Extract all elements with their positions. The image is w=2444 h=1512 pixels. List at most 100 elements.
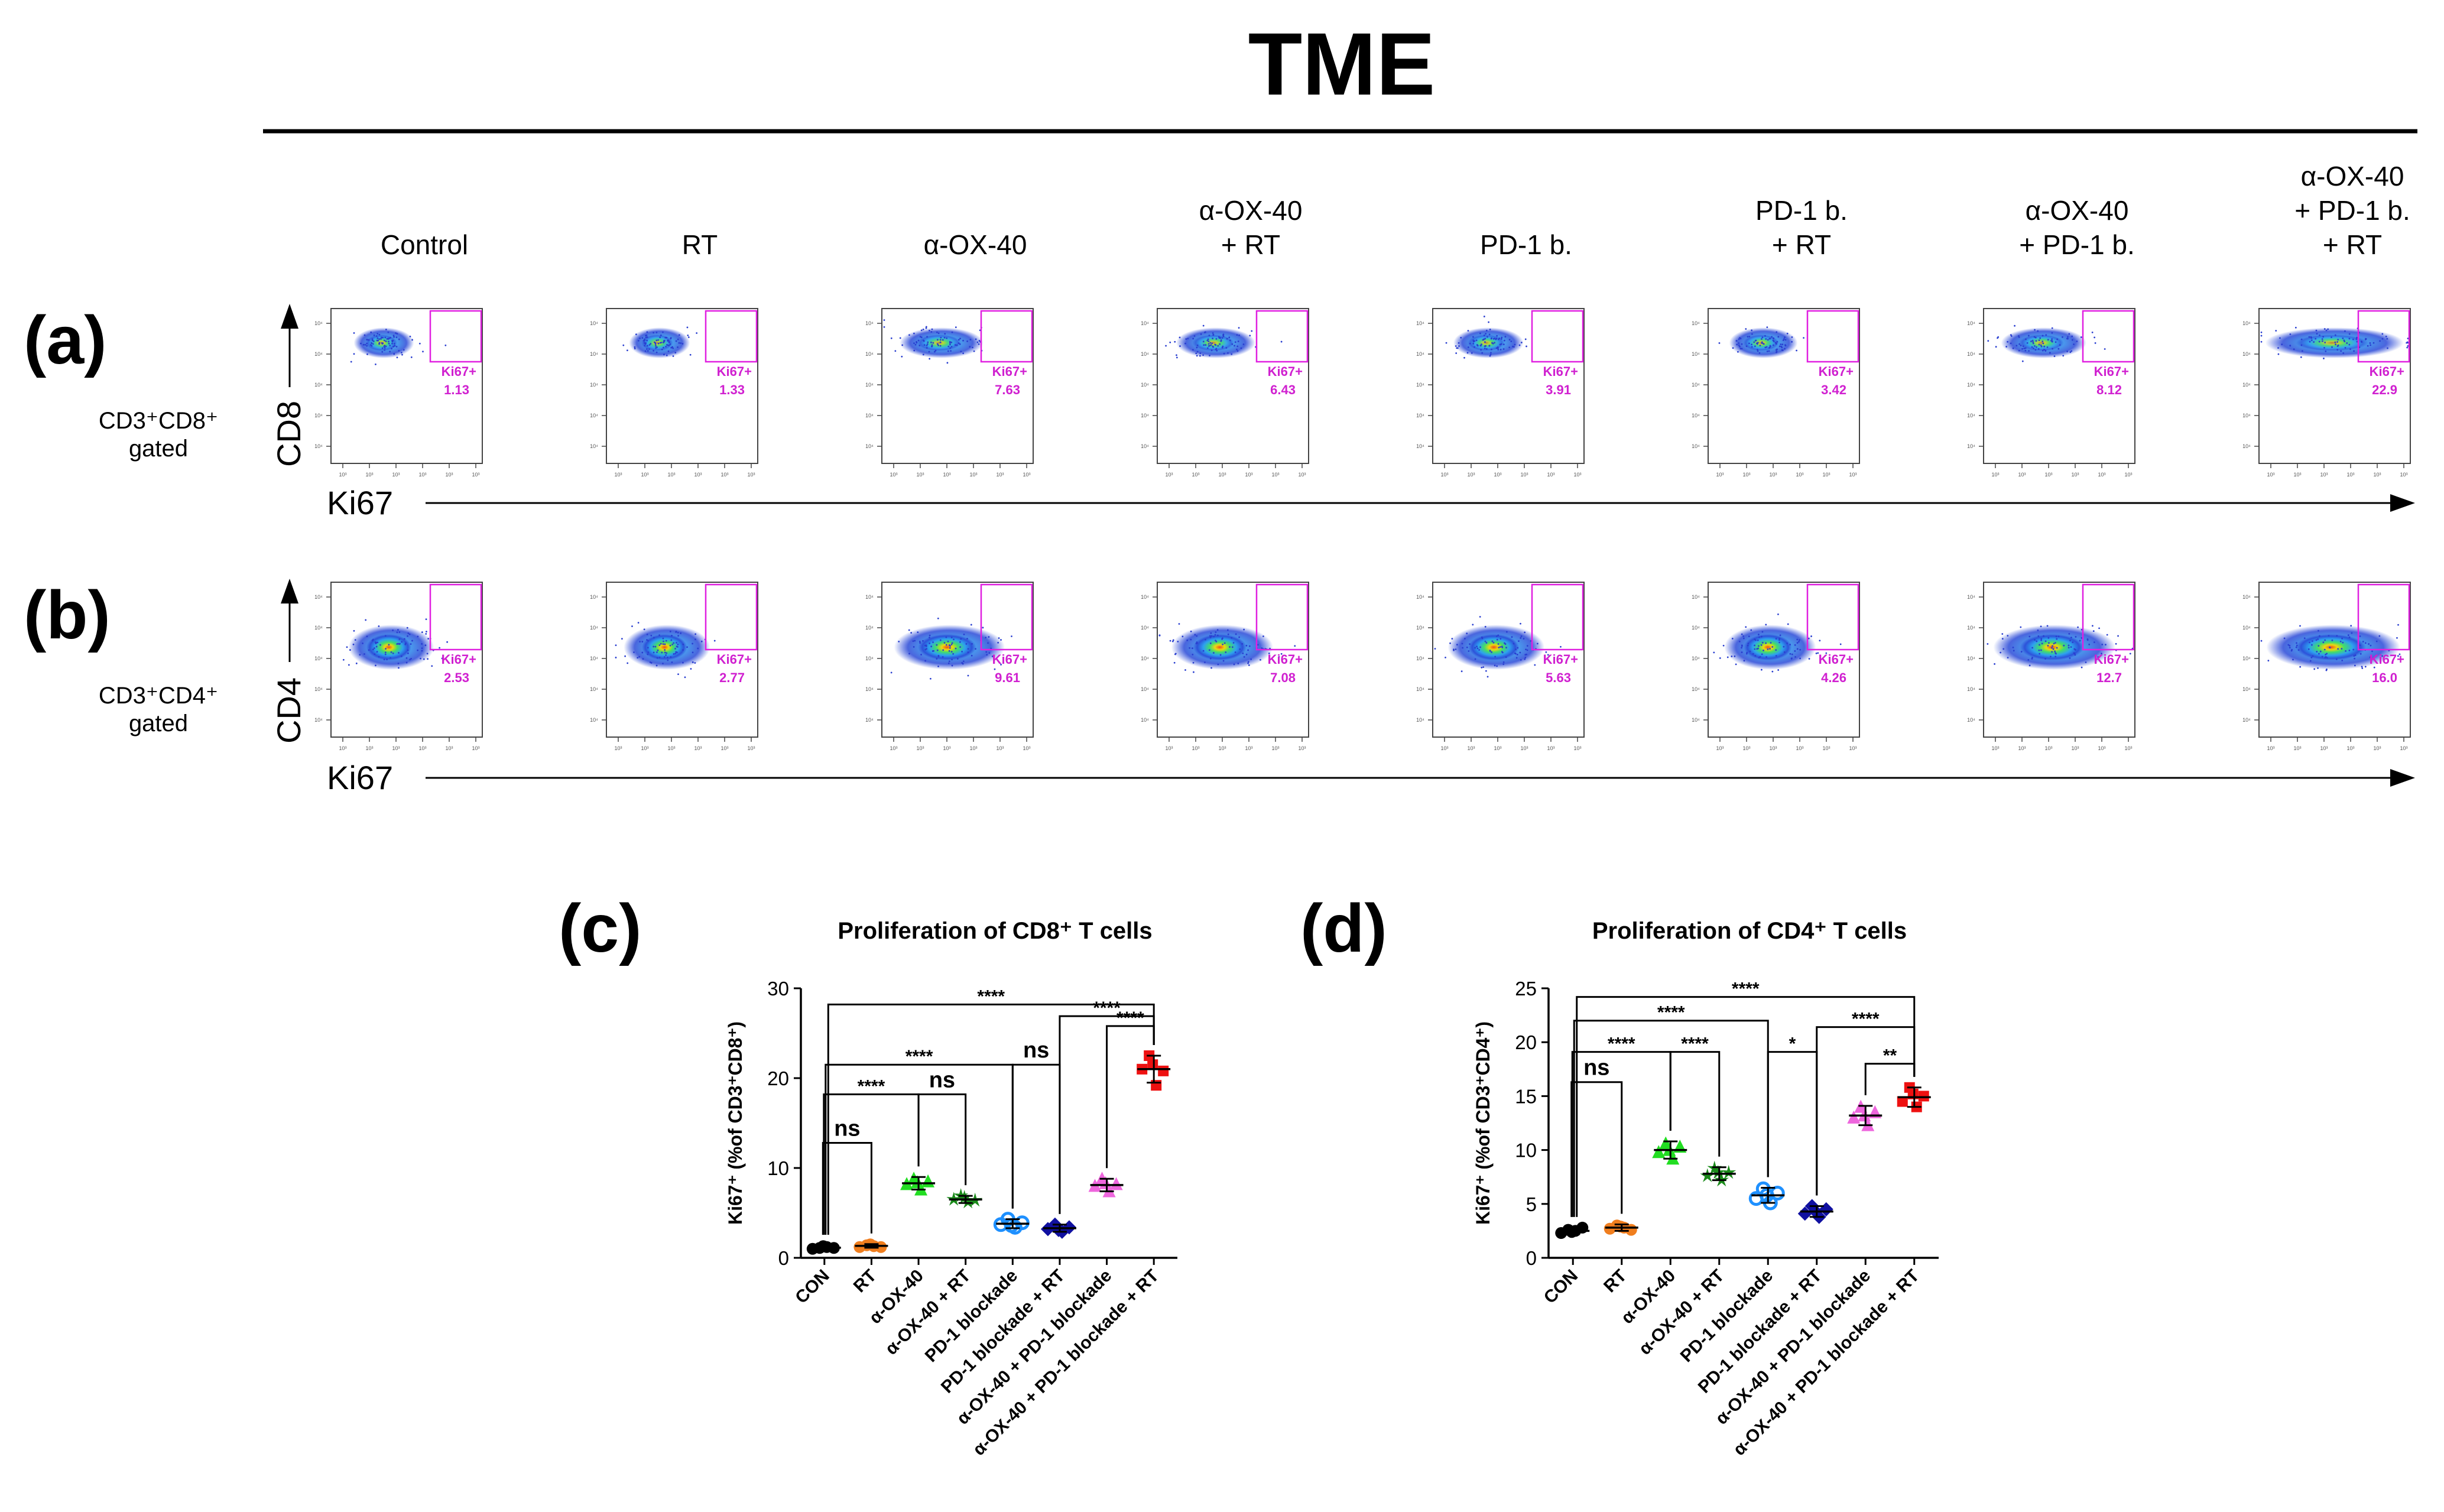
flow-event-dot (2311, 640, 2313, 643)
flow-event-dot (354, 639, 356, 641)
flow-event-dot (359, 654, 361, 656)
flow-event-dot (2299, 625, 2301, 627)
flow-event-dot (950, 637, 953, 638)
flow-event-dot (407, 652, 409, 654)
flow-y-tick-label: 10⁴ (1692, 625, 1700, 631)
flow-event-dot (642, 658, 644, 660)
flow-event-dot (1742, 637, 1745, 640)
flow-event-dot (1460, 336, 1462, 339)
flow-event-dot (1741, 644, 1743, 647)
flow-event-dot (908, 629, 910, 631)
flow-event-dot (2296, 642, 2297, 644)
flow-event-dot (375, 664, 377, 667)
flow-event-dot (1209, 649, 1210, 651)
flow-event-dot (1524, 658, 1526, 660)
flow-event-dot (398, 638, 401, 640)
flow-event-dot (421, 647, 423, 650)
flow-event-dot (426, 631, 427, 632)
flow-event-dot (2015, 345, 2018, 347)
flow-event-dot (2073, 652, 2075, 654)
flow-x-tick-label: 10³ (339, 745, 346, 751)
significance-bracket (1570, 1081, 1623, 1217)
flow-event-dot (1722, 644, 1725, 647)
flow-event-dot (2010, 342, 2012, 345)
flow-event-dot (1462, 647, 1464, 649)
flow-x-tick-label: 10³ (1822, 472, 1830, 478)
flow-event-dot (2050, 656, 2052, 658)
x-tick-label: CON (791, 1266, 833, 1307)
flow-event-dot (1769, 648, 1771, 650)
flow-event-dot (2097, 656, 2099, 658)
flow-event-dot (1776, 342, 1777, 345)
flow-event-dot (2031, 658, 2033, 660)
flow-event-dot (1796, 349, 1797, 352)
flow-event-dot (692, 643, 693, 645)
significance-label: **** (1681, 1034, 1709, 1054)
flow-event-dot (2289, 644, 2291, 647)
flow-event-dot (1726, 656, 1729, 658)
flow-event-dot (378, 343, 381, 345)
flow-x-tick-label: 10³ (1742, 472, 1750, 478)
flow-event-dot (353, 353, 355, 355)
flow-event-dot (2348, 343, 2351, 346)
flow-event-dot (1278, 656, 1280, 658)
flow-event-dot (647, 350, 649, 352)
flow-event-dot (1810, 635, 1812, 637)
flow-event-dot (2406, 342, 2408, 344)
flow-event-dot (986, 654, 988, 656)
flow-event-dot (1485, 348, 1488, 350)
flow-y-tick-label: 10⁴ (1416, 717, 1424, 723)
flow-event-dot (1202, 650, 1205, 652)
flow-y-tick-label: 10⁴ (2242, 382, 2251, 388)
flow-event-dot (959, 641, 961, 643)
flow-event-dot (670, 337, 672, 339)
flow-event-dot (1735, 340, 1738, 342)
flow-x-tick-label: 10³ (1716, 472, 1724, 478)
flow-event-dot (2020, 345, 2022, 346)
flow-event-dot (1209, 657, 1212, 660)
flow-event-dot (2318, 653, 2320, 655)
flow-event-dot (1791, 336, 1793, 338)
flow-event-dot (366, 353, 368, 355)
flow-y-tick-label: 10⁴ (1692, 443, 1700, 449)
flow-event-dot (948, 644, 950, 646)
flow-event-dot (1209, 355, 1210, 356)
flow-event-dot (914, 343, 917, 346)
flow-event-dot (2362, 641, 2364, 643)
flow-y-tick-label: 10⁴ (865, 594, 874, 600)
flow-event-dot (392, 652, 394, 654)
flow-event-dot (2024, 347, 2027, 349)
flow-event-dot (1196, 635, 1198, 637)
flow-y-tick-label: 10⁴ (314, 625, 323, 631)
flow-event-dot (1506, 631, 1508, 633)
flow-event-dot (2046, 346, 2049, 348)
ki67-gate-value: 8.12 (2096, 382, 2122, 397)
flow-event-dot (1238, 334, 1240, 336)
flow-y-tick-label: 10⁴ (1967, 717, 1975, 723)
flow-event-dot (427, 638, 429, 640)
flow-y-tick-label: 10⁴ (2242, 320, 2251, 326)
flow-event-dot (1248, 664, 1250, 666)
flow-event-dot (1520, 622, 1521, 625)
flow-x-tick-label: 10³ (1023, 745, 1030, 751)
flow-event-dot (660, 643, 662, 645)
flow-event-dot (1213, 635, 1215, 638)
flow-x-tick-label: 10³ (2071, 745, 2079, 751)
flow-event-dot (403, 349, 405, 351)
flow-event-dot (1751, 329, 1752, 332)
flow-event-dot (383, 658, 385, 661)
flow-event-dot (1215, 338, 1218, 340)
flow-event-dot (682, 649, 684, 651)
flow-x-tick-label: 10³ (445, 472, 453, 478)
flow-event-dot (1745, 328, 1747, 330)
flow-event-dot (1496, 347, 1498, 349)
column-header-6-line-1: + PD-1 b. (2019, 229, 2135, 260)
flow-event-dot (366, 345, 368, 347)
flow-event-dot (1784, 339, 1787, 341)
flow-event-dot (1515, 648, 1517, 650)
flow-event-dot (931, 328, 933, 330)
flow-event-dot (1202, 354, 1204, 356)
flow-event-dot (1212, 346, 1214, 348)
flow-event-dot (641, 337, 644, 339)
